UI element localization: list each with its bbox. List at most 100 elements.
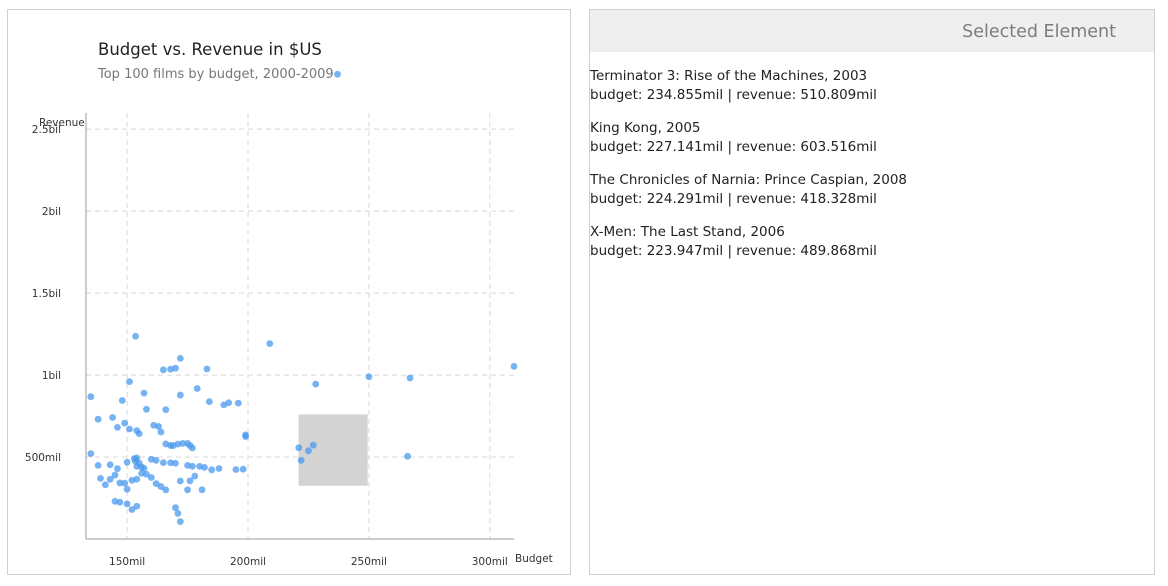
data-point[interactable]: [510, 362, 518, 370]
data-point[interactable]: [305, 447, 312, 455]
data-point[interactable]: [208, 466, 216, 474]
data-point[interactable]: [205, 398, 213, 406]
panel-header: Selected Element: [590, 10, 1154, 52]
data-point[interactable]: [97, 474, 104, 482]
data-point[interactable]: [143, 405, 150, 413]
data-point[interactable]: [174, 510, 182, 517]
data-point[interactable]: [132, 332, 139, 340]
data-point[interactable]: [297, 456, 305, 464]
data-point[interactable]: [234, 399, 242, 407]
data-point[interactable]: [133, 475, 141, 483]
selected-item: King Kong, 2005 budget: 227.141mil | rev…: [590, 119, 1154, 157]
data-point[interactable]: [266, 340, 274, 347]
data-point[interactable]: [186, 477, 194, 485]
data-point[interactable]: [176, 518, 184, 526]
data-point[interactable]: [94, 415, 102, 423]
data-point[interactable]: [203, 365, 211, 373]
data-point[interactable]: [191, 472, 199, 480]
item-title: X-Men: The Last Stand, 2006: [590, 224, 785, 240]
data-point[interactable]: [162, 486, 170, 494]
data-point[interactable]: [404, 452, 412, 460]
data-point[interactable]: [232, 466, 240, 473]
data-point[interactable]: [193, 385, 201, 392]
data-point[interactable]: [159, 459, 167, 467]
data-point[interactable]: [172, 504, 179, 512]
data-point[interactable]: [176, 354, 184, 362]
data-point[interactable]: [123, 485, 131, 493]
data-point[interactable]: [123, 458, 131, 466]
data-point[interactable]: [126, 425, 133, 433]
data-point[interactable]: [87, 393, 95, 401]
item-values: budget: 227.141mil | revenue: 603.516mil: [590, 139, 877, 155]
data-point[interactable]: [309, 441, 317, 449]
data-point[interactable]: [157, 428, 165, 436]
data-point[interactable]: [143, 470, 150, 478]
x-tick-label: 200mil: [230, 556, 266, 568]
data-point[interactable]: [126, 378, 133, 386]
y-tick-label: 1.5bil: [32, 288, 61, 300]
data-point[interactable]: [172, 459, 179, 467]
data-point[interactable]: [176, 477, 184, 485]
data-point[interactable]: [406, 374, 414, 382]
selected-item: X-Men: The Last Stand, 2006 budget: 223.…: [590, 223, 1154, 261]
data-point[interactable]: [114, 423, 121, 431]
data-point[interactable]: [334, 70, 341, 78]
data-point[interactable]: [140, 389, 148, 397]
selected-element-panel: Selected Element Terminator 3: Rise of t…: [589, 9, 1155, 575]
scatter-chart[interactable]: Budget vs. Revenue in $US Top 100 films …: [8, 10, 570, 574]
data-point[interactable]: [116, 479, 124, 487]
data-point[interactable]: [128, 506, 136, 513]
data-point[interactable]: [201, 463, 208, 471]
tick-labels: 150mil 200mil 250mil 300mil 500mil 1bil 1.5bil…: [25, 124, 508, 568]
data-point[interactable]: [109, 414, 116, 421]
data-points: [87, 70, 518, 526]
data-point[interactable]: [176, 391, 184, 399]
item-title: Terminator 3: Rise of the Machines, 2003: [590, 68, 868, 84]
data-point[interactable]: [179, 440, 187, 447]
data-point[interactable]: [114, 465, 121, 473]
data-point[interactable]: [118, 397, 126, 404]
data-point[interactable]: [121, 479, 129, 487]
data-point[interactable]: [159, 366, 167, 374]
data-point[interactable]: [106, 461, 114, 469]
data-point[interactable]: [295, 444, 303, 452]
data-point[interactable]: [123, 500, 131, 508]
data-point[interactable]: [111, 471, 119, 479]
data-point[interactable]: [198, 486, 206, 494]
data-point[interactable]: [152, 456, 160, 464]
x-axis-label: Budget: [515, 553, 553, 565]
data-point[interactable]: [147, 474, 155, 481]
grid-lines: [86, 113, 514, 539]
data-point[interactable]: [162, 406, 170, 414]
data-point[interactable]: [94, 461, 102, 469]
x-tick-label: 300mil: [472, 556, 508, 568]
item-title: King Kong, 2005: [590, 120, 701, 136]
data-point[interactable]: [188, 444, 196, 452]
data-point[interactable]: [106, 475, 114, 483]
y-axis-label: Revenue: [39, 117, 85, 129]
selected-item: Terminator 3: Rise of the Machines, 2003…: [590, 67, 1154, 105]
data-point[interactable]: [215, 465, 223, 472]
data-point[interactable]: [121, 419, 129, 427]
data-point[interactable]: [184, 486, 191, 494]
data-point[interactable]: [239, 465, 247, 473]
data-point[interactable]: [242, 433, 249, 440]
data-point[interactable]: [101, 481, 109, 489]
data-point[interactable]: [133, 454, 141, 462]
item-values: budget: 234.855mil | revenue: 510.809mil: [590, 87, 877, 103]
data-point[interactable]: [135, 430, 143, 437]
data-point[interactable]: [312, 380, 320, 388]
y-tick-label: 2bil: [42, 206, 61, 218]
data-point[interactable]: [155, 422, 162, 430]
data-point[interactable]: [133, 502, 141, 510]
x-tick-label: 250mil: [351, 556, 387, 568]
data-point[interactable]: [87, 450, 95, 457]
data-point[interactable]: [188, 462, 196, 470]
data-point[interactable]: [225, 399, 233, 407]
item-title: The Chronicles of Narnia: Prince Caspian…: [590, 172, 908, 188]
item-values: budget: 224.291mil | revenue: 418.328mil: [590, 191, 877, 207]
data-point[interactable]: [116, 498, 124, 506]
data-point[interactable]: [157, 483, 165, 490]
data-point[interactable]: [365, 373, 373, 381]
data-point[interactable]: [172, 364, 179, 372]
